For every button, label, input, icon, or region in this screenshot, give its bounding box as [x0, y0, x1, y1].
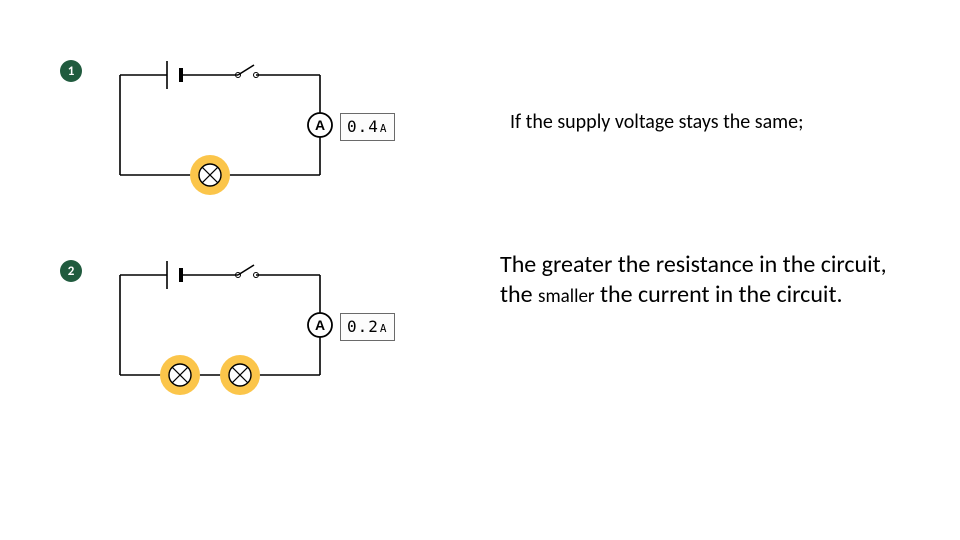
- circuit-1: 1 A 0.4A: [60, 60, 440, 210]
- circuit-1-reading-value: 0.4: [347, 117, 379, 136]
- circuit-2-badge-label: 2: [68, 264, 75, 279]
- circuit-2-reading-value: 0.2: [347, 317, 379, 336]
- conclusion-word: smaller: [538, 285, 595, 308]
- premise-text: If the supply voltage stays the same;: [510, 110, 900, 134]
- circuit-2-reading-unit: A: [380, 322, 388, 335]
- circuit-2-svg: A: [100, 255, 360, 405]
- circuit-1-badge-label: 1: [68, 64, 75, 79]
- circuit-2-badge: 2: [60, 260, 82, 282]
- svg-text:A: A: [315, 117, 325, 133]
- slide: 1 A 0.4A 2 A 0.2A If the supply voltage …: [0, 0, 960, 540]
- circuit-1-badge: 1: [60, 60, 82, 82]
- svg-text:A: A: [315, 317, 325, 333]
- circuit-2-reading: 0.2A: [340, 313, 395, 341]
- conclusion-post: the current in the circuit.: [595, 280, 843, 309]
- conclusion-text: The greater the resistance in the circui…: [500, 250, 910, 310]
- circuit-1-reading: 0.4A: [340, 113, 395, 141]
- circuit-2: 2 A 0.2A: [60, 260, 440, 410]
- circuit-1-svg: A: [100, 55, 360, 205]
- circuit-diagrams: 1 A 0.4A 2 A 0.2A: [60, 60, 440, 460]
- circuit-1-reading-unit: A: [380, 122, 388, 135]
